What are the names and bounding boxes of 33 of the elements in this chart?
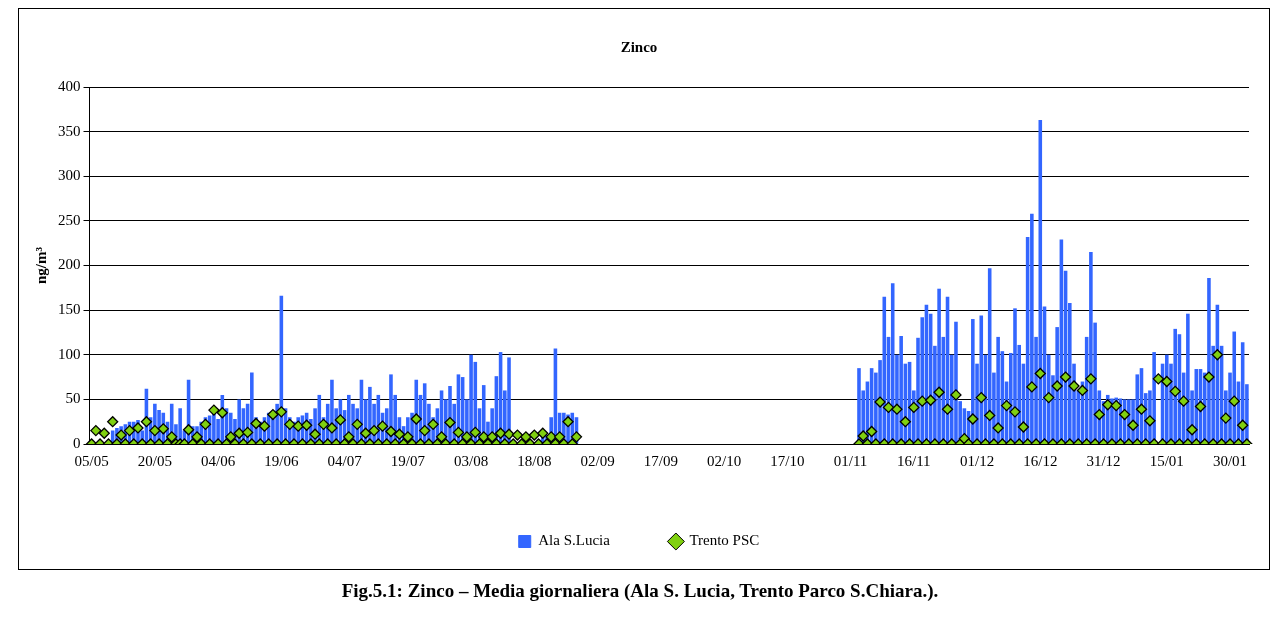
x-tick-label: 16/11 (896, 452, 931, 469)
x-tick-label: 30/01 (1212, 452, 1248, 469)
y-tick-label: 200 (58, 256, 81, 273)
x-tick-label: 04/06 (201, 452, 236, 469)
x-tick-label: 31/12 (1086, 452, 1121, 469)
x-tick-label: 18/08 (517, 452, 552, 469)
x-tick-label: 16/12 (1023, 452, 1058, 469)
y-tick-label: 400 (58, 77, 81, 94)
x-tick-label: 02/09 (580, 452, 615, 469)
chart-title: Zinco (620, 38, 658, 55)
y-axis-title: ng/m³ (32, 246, 49, 285)
y-tick-label: 300 (58, 167, 81, 184)
x-tick-label: 02/10 (706, 452, 742, 469)
y-tick-label: 150 (58, 301, 81, 318)
y-tick-label: 250 (58, 211, 81, 228)
x-tick-label: 01/11 (833, 452, 868, 469)
y-tick-label: 100 (58, 345, 81, 362)
y-tick-label: 350 (58, 122, 81, 139)
x-tick-label: 19/07 (390, 452, 426, 469)
x-tick-label: 17/09 (643, 452, 678, 469)
caption: Fig.5.1: Zinco – Media giornaliera (Ala S. Lucia, Trento Parco S.Chiara.). (340, 580, 940, 602)
x-tick-label: 01/12 (959, 452, 995, 469)
x-tick-label: 19/06 (264, 452, 299, 469)
y-tick-label: 50 (65, 390, 81, 407)
legend-label: Trento PSC (689, 532, 760, 549)
x-tick-label: 17/10 (770, 452, 805, 469)
x-tick-label: 03/08 (453, 452, 489, 469)
legend-label: Ala S.Lucia (538, 532, 611, 549)
x-tick-label: 20/05 (137, 452, 172, 469)
x-tick-label: 15/01 (1149, 452, 1184, 469)
x-tick-label: 05/05 (74, 452, 109, 469)
y-tick-label: 0 (73, 434, 81, 451)
x-tick-label: 04/07 (327, 452, 363, 469)
